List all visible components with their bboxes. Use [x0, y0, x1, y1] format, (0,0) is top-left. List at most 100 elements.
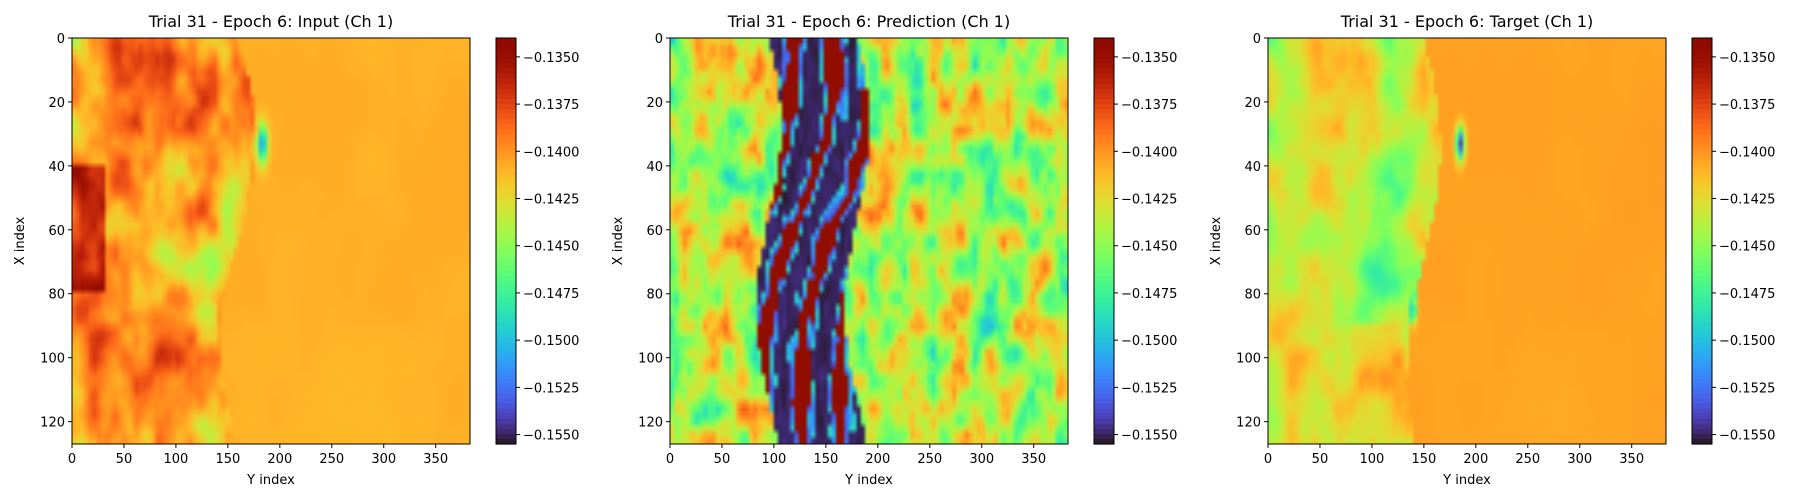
colorbar-segment: [1094, 398, 1114, 404]
colorbar-segment: [1094, 241, 1114, 247]
colorbar-segment: [1692, 418, 1712, 425]
x-tick-label: 200: [865, 452, 890, 467]
colorbar-segment: [1094, 230, 1114, 237]
panel-input-frame: [71, 37, 471, 445]
panel-prediction-xlabel: Y index: [844, 473, 893, 488]
colorbar-segment: [496, 93, 516, 100]
colorbar-segment: [1094, 83, 1114, 90]
colorbar-segment: [1094, 195, 1114, 201]
colorbar-segment: [1692, 210, 1712, 217]
colorbar-segment: [1692, 296, 1712, 303]
colorbar-segment: [496, 327, 516, 333]
y-tick-label: 120: [40, 416, 65, 431]
colorbar-segment: [1094, 53, 1114, 59]
x-tick-label: 100: [164, 452, 189, 467]
colorbar-segment: [1692, 180, 1712, 186]
colorbar-segment: [1692, 408, 1712, 415]
colorbar-tick-label: −0.1525: [1121, 381, 1177, 396]
y-tick-label: 20: [646, 96, 663, 111]
colorbar-segment: [1094, 342, 1114, 349]
y-tick-label: 0: [655, 32, 663, 47]
colorbar-segment: [1692, 357, 1712, 364]
y-tick-label: 40: [646, 160, 663, 175]
panel-input-colorbar-frame: [495, 37, 517, 445]
colorbar-segment: [1094, 266, 1114, 273]
colorbar-segment: [496, 200, 516, 207]
colorbar-segment: [1094, 93, 1114, 100]
colorbar-segment: [496, 261, 516, 267]
colorbar-segment: [496, 114, 516, 120]
y-tick-label: 60: [1244, 224, 1261, 239]
colorbar-segment: [496, 159, 516, 166]
colorbar-segment: [1692, 276, 1712, 283]
colorbar-segment: [1094, 372, 1114, 379]
colorbar-segment: [1692, 306, 1712, 313]
colorbar-segment: [496, 306, 516, 313]
colorbar-segment: [1692, 367, 1712, 374]
colorbar-segment: [1692, 139, 1712, 146]
colorbar-segment: [1094, 296, 1114, 303]
colorbar-segment: [1692, 144, 1712, 151]
colorbar-segment: [1692, 312, 1712, 318]
colorbar-segment: [1094, 423, 1114, 430]
colorbar-segment: [496, 63, 516, 70]
colorbar-segment: [496, 246, 516, 252]
colorbar-segment: [1094, 235, 1114, 242]
y-tick-label: 100: [40, 352, 65, 367]
panel-input-xlabel: Y index: [246, 473, 295, 488]
colorbar-segment: [1094, 388, 1114, 394]
colorbar-tick-label: −0.1425: [1121, 193, 1177, 208]
colorbar-segment: [1692, 38, 1712, 44]
y-tick-label: 0: [57, 32, 65, 47]
y-tick-label: 40: [48, 160, 65, 175]
colorbar-tick-label: −0.1450: [1121, 240, 1177, 255]
colorbar-segment: [496, 301, 516, 308]
colorbar-segment: [496, 383, 516, 389]
colorbar-segment: [496, 388, 516, 394]
panel-prediction-title: Trial 31 - Epoch 6: Prediction (Ch 1): [727, 12, 1010, 31]
y-tick-label: 80: [48, 288, 65, 303]
colorbar-segment: [1094, 367, 1114, 374]
colorbar-segment: [496, 43, 516, 49]
colorbar-segment: [1692, 271, 1712, 278]
heatmap-image: [670, 38, 1068, 444]
colorbar-tick-label: −0.1500: [523, 334, 579, 349]
panel-prediction-colorbar-frame: [1093, 37, 1115, 445]
colorbar-segment: [1692, 169, 1712, 176]
colorbar-segment: [1692, 327, 1712, 333]
colorbar-segment: [1094, 164, 1114, 171]
y-tick-label: 0: [1253, 32, 1261, 47]
colorbar-segment: [1692, 251, 1712, 257]
colorbar-tick-label: −0.1500: [1719, 334, 1775, 349]
colorbar-segment: [1094, 433, 1114, 440]
x-tick-label: 300: [371, 452, 396, 467]
colorbar-segment: [1692, 388, 1712, 394]
colorbar-segment: [1094, 332, 1114, 339]
colorbar-segment: [1094, 109, 1114, 115]
colorbar-segment: [496, 190, 516, 196]
colorbar-tick-label: −0.1475: [523, 287, 579, 302]
colorbar-segment: [1692, 215, 1712, 222]
colorbar-segment: [1094, 225, 1114, 232]
colorbar-segment: [1692, 190, 1712, 196]
colorbar-segment: [496, 38, 516, 44]
colorbar-segment: [1094, 281, 1114, 288]
colorbar-segment: [1094, 98, 1114, 105]
colorbar-segment: [496, 58, 516, 64]
colorbar-segment: [496, 418, 516, 425]
colorbar-segment: [496, 119, 516, 125]
x-tick-label: 50: [116, 452, 133, 467]
colorbar-segment: [1094, 357, 1114, 364]
colorbar-segment: [1692, 73, 1712, 80]
panel-input-title: Trial 31 - Epoch 6: Input (Ch 1): [148, 12, 393, 31]
colorbar-segment: [496, 342, 516, 349]
x-tick-label: 200: [1463, 452, 1488, 467]
colorbar-segment: [1094, 190, 1114, 196]
colorbar-segment: [1692, 48, 1712, 54]
colorbar-segment: [1094, 73, 1114, 80]
colorbar-segment: [1692, 149, 1712, 156]
colorbar-segment: [496, 134, 516, 141]
colorbar-segment: [1692, 362, 1712, 369]
panel-prediction-heatmap: [670, 38, 1068, 444]
colorbar-tick-label: −0.1525: [523, 381, 579, 396]
